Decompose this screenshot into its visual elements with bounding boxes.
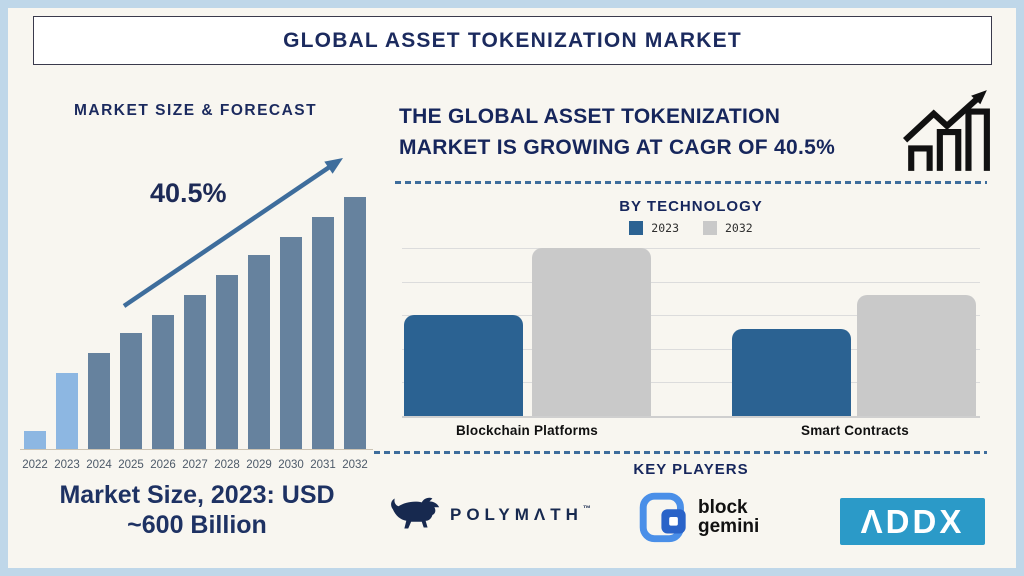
dashed-divider-bottom bbox=[374, 451, 987, 454]
forecast-year-label: 2030 bbox=[278, 459, 304, 471]
tech-category-label: Smart Contracts bbox=[800, 423, 910, 438]
cagr-statement-line2: MARKET IS GROWING AT CAGR OF 40.5% bbox=[399, 136, 836, 159]
forecast-bar-2025 bbox=[120, 333, 142, 449]
tech-category-label: Blockchain Platforms bbox=[455, 423, 599, 438]
by-technology-chart bbox=[402, 248, 980, 418]
forecast-year-label: 2032 bbox=[342, 459, 368, 471]
gridline bbox=[402, 382, 980, 383]
market-size-callout: Market Size, 2023: USD ~600 Billion bbox=[22, 481, 372, 540]
legend-item-2032: 2032 bbox=[703, 221, 753, 235]
gridline bbox=[402, 349, 980, 350]
forecast-year-label: 2028 bbox=[214, 459, 240, 471]
cagr-statement: THE GLOBAL ASSET TOKENIZATION MARKET IS … bbox=[399, 101, 909, 163]
gridline bbox=[402, 248, 980, 249]
title-box: GLOBAL ASSET TOKENIZATION MARKET bbox=[33, 16, 992, 65]
forecast-bar-2022 bbox=[24, 431, 46, 449]
forecast-year-label: 2031 bbox=[310, 459, 336, 471]
forecast-bar-2031 bbox=[312, 217, 334, 449]
interlocked-squares-icon bbox=[639, 492, 686, 543]
polymath-wordmark: POLYMΛTH™ bbox=[450, 503, 591, 524]
legend-label: 2023 bbox=[651, 221, 679, 235]
polymath-logo: POLYMΛTH™ bbox=[386, 494, 591, 534]
growth-chart-icon bbox=[903, 90, 990, 171]
forecast-axis-line bbox=[20, 449, 373, 450]
by-technology-legend: 2023 2032 bbox=[395, 221, 987, 235]
forecast-bar-2027 bbox=[184, 295, 206, 449]
cagr-statement-line1: THE GLOBAL ASSET TOKENIZATION bbox=[399, 105, 781, 128]
addx-wordmark: ΛDDX bbox=[860, 502, 965, 540]
dashed-divider-top bbox=[395, 181, 987, 184]
trademark-symbol: ™ bbox=[582, 503, 591, 513]
legend-swatch bbox=[629, 221, 644, 235]
forecast-year-label: 2025 bbox=[118, 459, 144, 471]
page-title: GLOBAL ASSET TOKENIZATION MARKET bbox=[283, 28, 742, 52]
market-size-callout-line2: ~600 Billion bbox=[127, 510, 267, 539]
forecast-year-label: 2023 bbox=[54, 459, 80, 471]
tech-bar-smart-contracts-2032 bbox=[857, 295, 976, 416]
addx-logo: ΛDDX bbox=[840, 498, 985, 545]
forecast-bar-2024 bbox=[88, 353, 110, 449]
block-gemini-wordmark: block gemini bbox=[698, 497, 760, 537]
forecast-year-label: 2026 bbox=[150, 459, 176, 471]
tech-bar-blockchain-platforms-2023 bbox=[404, 315, 523, 416]
legend-label: 2032 bbox=[725, 221, 753, 235]
forecast-bar-2028 bbox=[216, 275, 238, 449]
legend-swatch bbox=[703, 221, 717, 235]
legend-item-2023: 2023 bbox=[629, 221, 679, 235]
forecast-year-label: 2024 bbox=[86, 459, 112, 471]
forecast-bar-2023 bbox=[56, 373, 78, 449]
block-gemini-logo: block gemini bbox=[638, 488, 759, 546]
forecast-year-label: 2027 bbox=[182, 459, 208, 471]
forecast-bar-2032 bbox=[344, 197, 366, 449]
cagr-annotation: 40.5% bbox=[150, 178, 227, 208]
market-size-forecast-heading: MARKET SIZE & FORECAST bbox=[74, 102, 318, 119]
bull-icon bbox=[391, 497, 440, 529]
forecast-bar-2026 bbox=[152, 315, 174, 449]
forecast-year-label: 2022 bbox=[22, 459, 48, 471]
gridline bbox=[402, 282, 980, 283]
tech-bar-smart-contracts-2023 bbox=[732, 329, 851, 416]
forecast-bar-2029 bbox=[248, 255, 270, 449]
market-size-callout-line1: Market Size, 2023: USD bbox=[59, 481, 335, 509]
gridline bbox=[402, 315, 980, 316]
by-technology-heading: BY TECHNOLOGY bbox=[619, 198, 763, 215]
forecast-year-label: 2029 bbox=[246, 459, 272, 471]
tech-bar-blockchain-platforms-2032 bbox=[532, 248, 651, 416]
key-players-heading: KEY PLAYERS bbox=[633, 461, 749, 478]
forecast-bar-2030 bbox=[280, 237, 302, 449]
